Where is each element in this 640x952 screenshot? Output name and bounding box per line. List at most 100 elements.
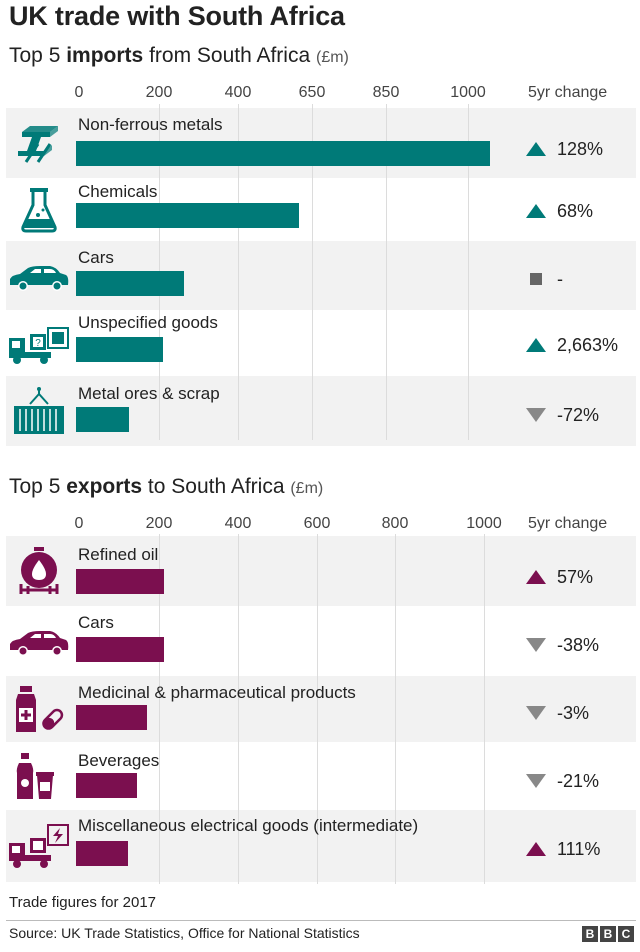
heading-unit: (£m) (315, 49, 349, 66)
five-year-change: -72% (524, 403, 636, 427)
five-year-change: -3% (524, 701, 636, 725)
down-triangle-icon (524, 406, 548, 424)
up-triangle-icon (524, 336, 548, 354)
change-column-header: 5yr change (528, 515, 608, 532)
heading-prefix: Top 5 (9, 475, 67, 498)
category-label: Beverages (78, 751, 160, 770)
beverages-icon (8, 751, 70, 801)
x-tick-label: 400 (224, 84, 252, 101)
up-triangle-icon (524, 140, 548, 158)
bar (76, 841, 128, 866)
category-label: Refined oil (78, 545, 159, 564)
gridline (484, 534, 485, 884)
medicine-icon (8, 684, 70, 734)
x-tick-label: 600 (303, 515, 331, 532)
x-tick-label: 200 (145, 515, 173, 532)
bar (76, 407, 129, 432)
source-note: Source: UK Trade Statistics, Office for … (9, 925, 360, 941)
change-column-header: 5yr change (528, 84, 608, 101)
category-label: Non-ferrous metals (78, 115, 223, 134)
x-tick-label: 0 (74, 515, 84, 532)
category-label: Miscellaneous electrical goods (intermed… (78, 816, 419, 835)
change-value: 68% (557, 200, 594, 221)
bar (76, 203, 299, 228)
x-tick-label: 850 (372, 84, 400, 101)
five-year-change: -21% (524, 769, 636, 793)
x-tick-label: 400 (224, 515, 252, 532)
five-year-change: - (524, 267, 636, 291)
five-year-change: 2,663% (524, 333, 636, 357)
flask-icon (8, 185, 70, 235)
footnote: Trade figures for 2017 (9, 894, 157, 911)
five-year-change: 57% (524, 565, 636, 589)
down-triangle-icon (524, 772, 548, 790)
bar (76, 569, 164, 594)
gridline (468, 104, 469, 440)
category-label: Unspecified goods (78, 313, 218, 332)
up-triangle-icon (524, 568, 548, 586)
five-year-change: 111% (524, 837, 636, 861)
square-icon (524, 270, 548, 288)
chart-title: UK trade with South Africa (9, 1, 345, 31)
x-tick-label: 200 (145, 84, 173, 101)
change-value: 128% (557, 138, 604, 159)
footer-divider (6, 920, 636, 921)
heading-bold: imports (66, 44, 144, 67)
svg-text:?: ? (35, 338, 41, 349)
truck-electrical-icon (8, 821, 70, 871)
x-tick-label: 0 (74, 84, 84, 101)
up-triangle-icon (524, 840, 548, 858)
category-label: Medicinal & pharmaceutical products (78, 683, 356, 702)
container-icon (8, 386, 70, 436)
bar (76, 637, 164, 662)
bar (76, 141, 490, 166)
exports-heading: Top 5 exports to South Africa (£m) (9, 475, 323, 499)
five-year-change: -38% (524, 633, 636, 657)
gridline (312, 104, 313, 440)
change-value: 2,663% (557, 334, 619, 355)
gridline (395, 534, 396, 884)
up-triangle-icon (524, 202, 548, 220)
x-tick-label: 1000 (450, 84, 486, 101)
bar (76, 337, 163, 362)
heading-unit: (£m) (290, 480, 324, 497)
five-year-change: 128% (524, 137, 636, 161)
gridline (386, 104, 387, 440)
imports-heading: Top 5 imports from South Africa (£m) (9, 44, 349, 68)
heading-prefix: Top 5 (9, 44, 67, 67)
x-tick-label: 1000 (466, 515, 502, 532)
change-value: -3% (557, 702, 590, 723)
heading-suffix: from South Africa (143, 44, 316, 67)
gridline (159, 534, 160, 884)
change-value: - (557, 268, 563, 289)
category-label: Chemicals (78, 182, 158, 201)
metal-beam-icon (8, 118, 70, 168)
bar (76, 773, 137, 798)
heading-bold: exports (66, 475, 143, 498)
bbc-logo: B B C (582, 926, 634, 942)
category-label: Cars (78, 613, 114, 632)
bbc-logo-letter: B (600, 926, 616, 942)
change-value: -72% (557, 404, 600, 425)
bbc-logo-letter: C (618, 926, 634, 942)
change-value: 111% (557, 838, 601, 859)
change-value: -38% (557, 634, 600, 655)
car-icon (8, 616, 70, 666)
category-label: Cars (78, 248, 114, 267)
bar (76, 705, 147, 730)
gridline (317, 534, 318, 884)
down-triangle-icon (524, 636, 548, 654)
heading-suffix: to South Africa (142, 475, 291, 498)
bar (76, 271, 184, 296)
car-icon (8, 251, 70, 301)
gridline (238, 104, 239, 440)
gridline (238, 534, 239, 884)
change-value: -21% (557, 770, 600, 791)
category-label: Metal ores & scrap (78, 384, 220, 403)
change-value: 57% (557, 566, 594, 587)
x-tick-label: 650 (298, 84, 326, 101)
bbc-logo-letter: B (582, 926, 598, 942)
truck-unknown-goods-icon: ? (8, 318, 70, 368)
five-year-change: 68% (524, 199, 636, 223)
down-triangle-icon (524, 704, 548, 722)
